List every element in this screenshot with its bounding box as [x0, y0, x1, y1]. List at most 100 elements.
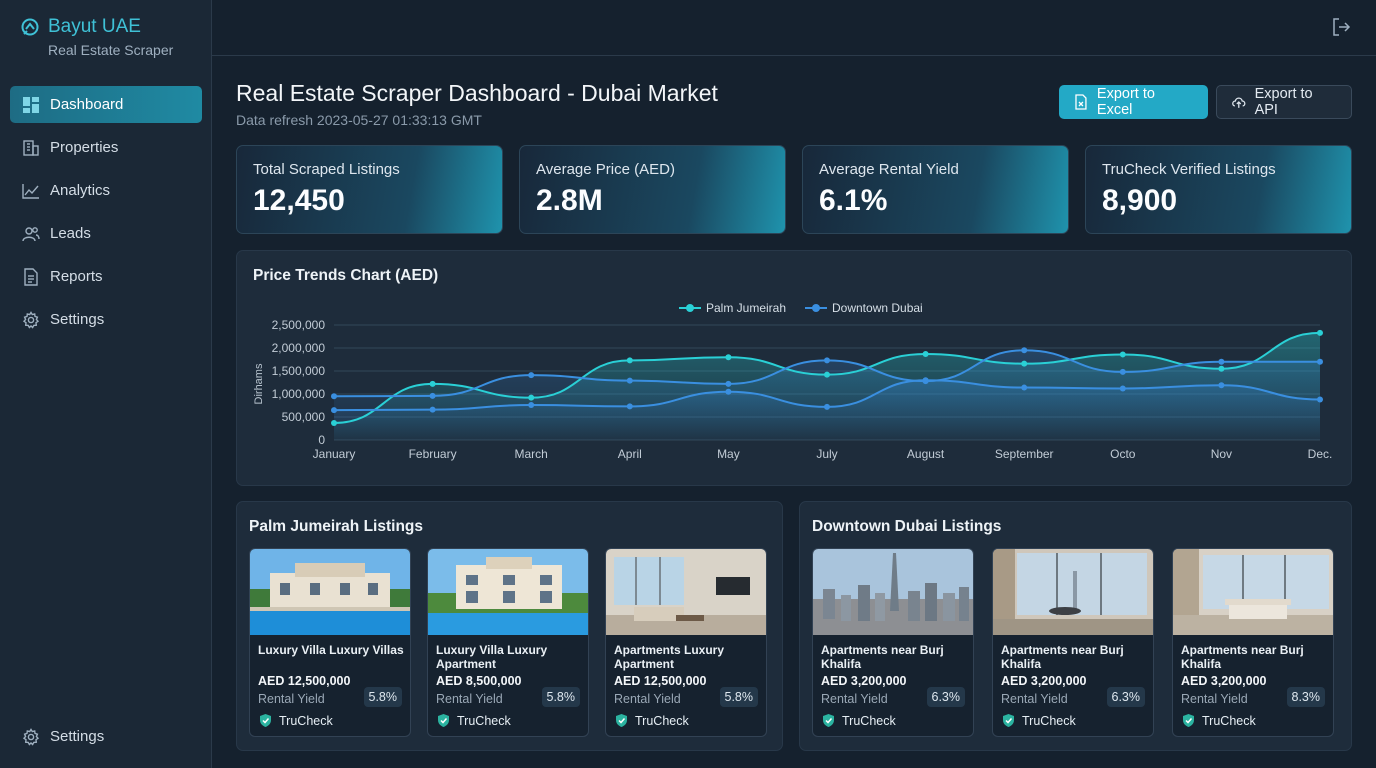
shield-check-icon	[438, 714, 449, 727]
listing-name: Apartments near Burj Khalifa	[1181, 643, 1304, 671]
data-point[interactable]	[1119, 368, 1126, 375]
listing-card[interactable]: Apartments near Burj Khalifa AED 3,200,0…	[1172, 548, 1334, 737]
sidebar-item-analytics[interactable]: Analytics	[10, 172, 202, 209]
data-point[interactable]	[331, 419, 337, 426]
listing-price: AED 8,500,000	[436, 674, 522, 688]
trucheck-label: TruCheck	[457, 713, 511, 728]
data-point[interactable]	[1218, 358, 1225, 365]
legend-label-palm: Palm Jumeirah	[706, 301, 786, 315]
listing-card[interactable]: Luxury Villa Luxury Apartment AED 8,500,…	[427, 548, 589, 737]
x-tick-label: July	[816, 447, 837, 461]
data-point[interactable]	[922, 377, 929, 384]
sidebar-item-label: Leads	[50, 225, 91, 242]
x-tick-label: August	[907, 447, 945, 461]
y-tick-label: 0	[318, 433, 325, 447]
sidebar-item-label: Reports	[50, 268, 103, 285]
data-point[interactable]	[429, 406, 436, 413]
shield-check-icon	[1183, 714, 1194, 727]
data-point[interactable]	[331, 393, 337, 400]
data-point[interactable]	[1119, 351, 1126, 358]
data-point[interactable]	[1317, 329, 1323, 336]
data-point[interactable]	[1119, 385, 1126, 392]
listing-name: Luxury Villa Luxury Apartment	[436, 643, 548, 671]
listing-card[interactable]: Luxury Villa Luxury Villas AED 12,500,00…	[249, 548, 411, 737]
export-api-button[interactable]: Export to API	[1216, 85, 1352, 119]
data-point[interactable]	[331, 407, 337, 414]
data-point[interactable]	[429, 392, 436, 399]
sidebar-bottom: Settings	[10, 718, 202, 761]
skyline-photo	[813, 549, 973, 635]
data-point[interactable]	[1218, 382, 1225, 389]
listing-name: Apartments near Burj Khalifa	[821, 643, 944, 671]
data-point[interactable]	[1317, 358, 1323, 365]
stat-label: Average Rental Yield	[819, 161, 959, 178]
sidebar-item-leads[interactable]: Leads	[10, 215, 202, 252]
y-tick-label: 2,000,000	[272, 341, 326, 355]
rental-yield-badge: 8.3%	[1286, 687, 1325, 707]
data-point[interactable]	[528, 394, 535, 401]
series-area	[334, 380, 1320, 440]
data-point[interactable]	[429, 380, 436, 387]
trucheck-badge: TruCheck	[1181, 713, 1256, 728]
data-refresh-timestamp: Data refresh 2023-05-27 01:33:13 GMT	[236, 112, 482, 128]
palm-jumeirah-listings-panel: Palm Jumeirah Listings Luxury Villa Luxu…	[236, 501, 783, 751]
x-tick-label: Octo	[1110, 447, 1136, 461]
listing-name: Apartments near Burj Khalifa	[1001, 643, 1124, 671]
trucheck-badge: TruCheck	[821, 713, 896, 728]
data-point[interactable]	[626, 357, 633, 364]
report-icon	[24, 267, 38, 286]
building-icon	[23, 139, 39, 156]
sidebar-nav: Dashboard Properties Analytics Leads Rep…	[10, 86, 202, 344]
data-point[interactable]	[626, 403, 633, 410]
users-icon	[22, 226, 40, 241]
data-point[interactable]	[1317, 396, 1323, 403]
data-point[interactable]	[1021, 384, 1028, 391]
trucheck-badge: TruCheck	[436, 713, 511, 728]
data-point[interactable]	[824, 403, 830, 410]
brand-subtitle: Real Estate Scraper	[48, 42, 174, 58]
data-point[interactable]	[725, 354, 732, 361]
data-point[interactable]	[824, 357, 830, 364]
sidebar-item-dashboard[interactable]: Dashboard	[10, 86, 202, 123]
logout-icon[interactable]	[1330, 16, 1352, 38]
data-point[interactable]	[922, 350, 929, 357]
listing-price: AED 12,500,000	[258, 674, 351, 688]
rental-yield-label: Rental Yield	[614, 692, 681, 706]
data-point[interactable]	[824, 371, 830, 378]
data-point[interactable]	[528, 372, 535, 379]
listing-price: AED 3,200,000	[821, 674, 907, 688]
topbar	[212, 0, 1376, 56]
listing-price: AED 3,200,000	[1181, 674, 1267, 688]
shield-check-icon	[260, 714, 271, 727]
shield-check-icon	[1003, 714, 1014, 727]
data-point[interactable]	[725, 388, 732, 395]
stat-card-total-listings: Total Scraped Listings 12,450	[236, 145, 503, 234]
cloud-upload-icon	[1232, 97, 1246, 108]
rental-yield-label: Rental Yield	[1001, 692, 1068, 706]
data-point[interactable]	[1021, 347, 1028, 354]
trucheck-badge: TruCheck	[614, 713, 689, 728]
chart-legend: Palm Jumeirah Downtown Dubai	[679, 301, 923, 315]
data-point[interactable]	[1021, 360, 1028, 367]
rental-yield-badge: 5.8%	[363, 687, 402, 707]
sidebar-item-reports[interactable]: Reports	[10, 258, 202, 295]
sidebar-item-properties[interactable]: Properties	[10, 129, 202, 166]
stat-card-rental-yield: Average Rental Yield 6.1%	[802, 145, 1069, 234]
data-point[interactable]	[1218, 365, 1225, 372]
sidebar-item-settings-bottom[interactable]: Settings	[10, 718, 202, 755]
export-excel-button[interactable]: Export to Excel	[1059, 85, 1208, 119]
listing-card[interactable]: Apartments near Burj Khalifa AED 3,200,0…	[992, 548, 1154, 737]
listing-card[interactable]: Apartments Luxury Apartment AED 12,500,0…	[605, 548, 767, 737]
sidebar-item-label: Analytics	[50, 182, 111, 199]
sidebar: Bayut UAE Real Estate Scraper Dashboard …	[0, 0, 212, 768]
listing-card[interactable]: Apartments near Burj Khalifa AED 3,200,0…	[812, 548, 974, 737]
sidebar-item-settings[interactable]: Settings	[10, 301, 202, 338]
data-point[interactable]	[528, 402, 535, 409]
rental-yield-label: Rental Yield	[436, 692, 503, 706]
data-point[interactable]	[725, 380, 732, 387]
analytics-icon	[22, 183, 39, 199]
x-tick-label: April	[618, 447, 642, 461]
data-point[interactable]	[626, 377, 633, 384]
listing-price: AED 3,200,000	[1001, 674, 1087, 688]
y-tick-label: 500,000	[282, 410, 326, 424]
